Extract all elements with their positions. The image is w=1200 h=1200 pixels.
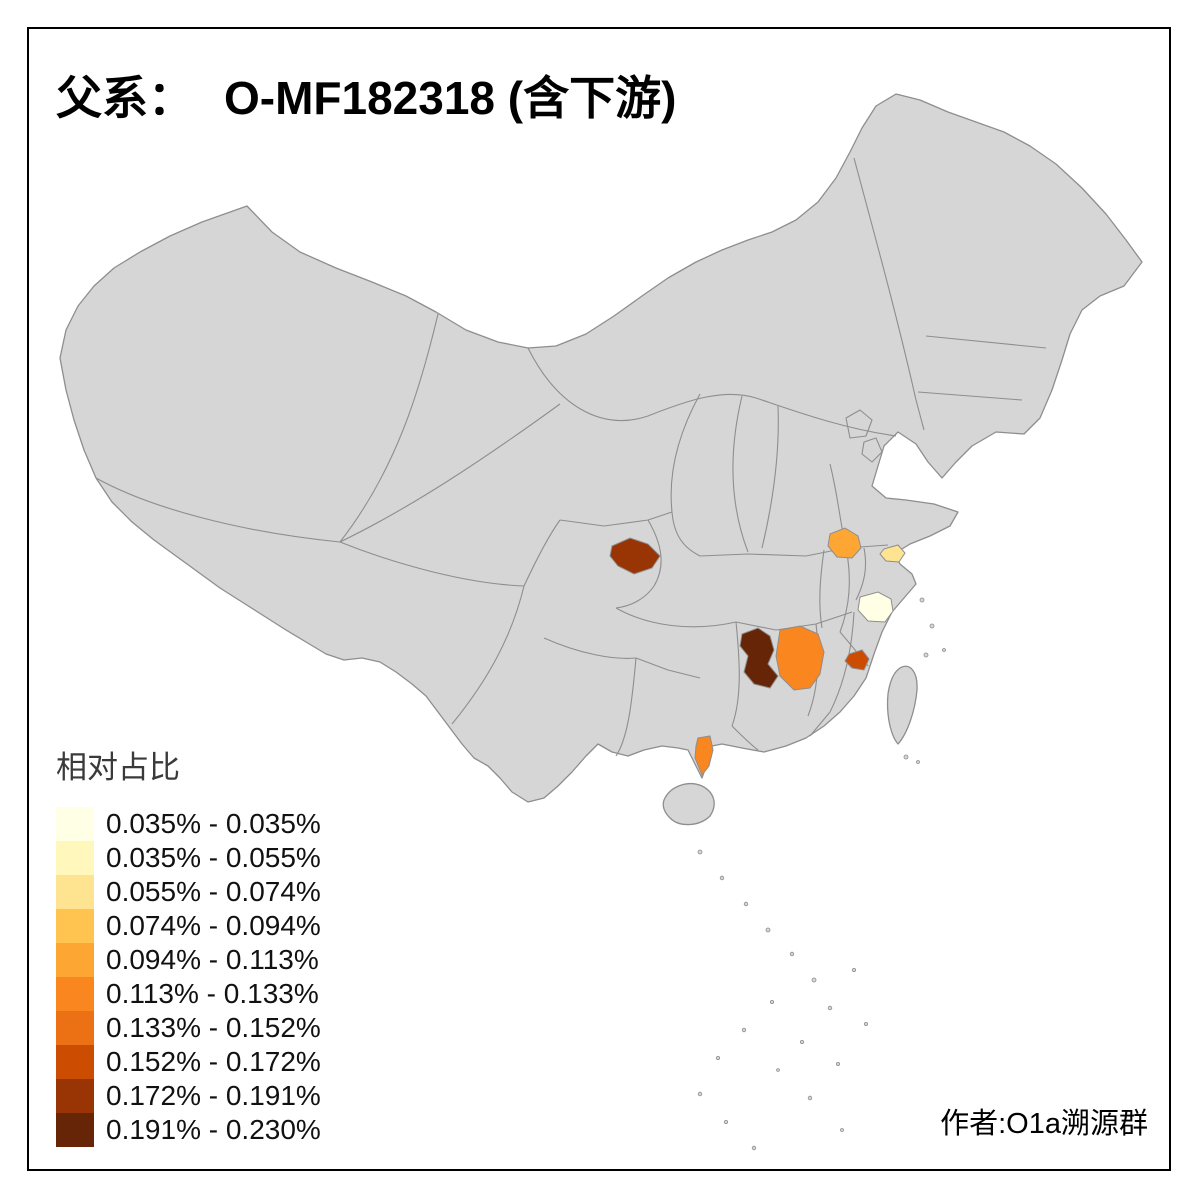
legend-label: 0.094% - 0.113% xyxy=(106,944,319,975)
legend-label: 0.191% - 0.230% xyxy=(106,1114,321,1145)
legend-swatch xyxy=(56,841,94,875)
province-border xyxy=(925,335,1047,349)
province-border xyxy=(339,313,439,543)
legend-row: 0.074% - 0.094% xyxy=(56,909,321,943)
legend-row: 0.035% - 0.055% xyxy=(56,841,321,875)
legend-row: 0.172% - 0.191% xyxy=(56,1079,321,1113)
legend-swatch xyxy=(56,1045,94,1079)
legend-swatch xyxy=(56,977,94,1011)
province-border xyxy=(543,637,637,659)
province-border xyxy=(451,585,525,725)
province-border xyxy=(861,437,883,463)
legend-swatch xyxy=(56,1079,94,1113)
region-hunan-central xyxy=(775,625,825,691)
legend-title: 相对占比 xyxy=(56,750,180,785)
legend-swatch xyxy=(56,943,94,977)
province-border xyxy=(339,541,525,587)
province-borders xyxy=(95,157,1047,757)
legend-label: 0.113% - 0.133% xyxy=(106,978,319,1009)
province-border xyxy=(853,157,925,431)
legend-swatch xyxy=(56,1113,94,1147)
island-dots xyxy=(697,597,946,1151)
attribution: 作者:O1a溯源群 xyxy=(940,1108,1148,1140)
legend-label: 0.055% - 0.074% xyxy=(106,876,321,907)
province-border xyxy=(855,547,867,601)
province-border xyxy=(761,405,779,549)
legend-swatch xyxy=(56,1011,94,1045)
province-border xyxy=(615,657,637,757)
province-border xyxy=(732,395,749,553)
map-title: 父系： O-MF182318 (含下游) xyxy=(56,62,676,128)
legend-row: 0.055% - 0.074% xyxy=(56,875,321,909)
region-guizhou-east xyxy=(739,627,779,689)
legend-swatch xyxy=(56,875,94,909)
legend-swatch xyxy=(56,807,94,841)
province-border xyxy=(670,393,701,557)
province-border xyxy=(339,403,561,543)
legend-label: 0.035% - 0.055% xyxy=(106,842,321,873)
province-border xyxy=(809,711,831,737)
highlight-regions xyxy=(609,527,906,776)
taiwan-island xyxy=(886,665,918,745)
province-border xyxy=(527,347,897,437)
legend-label: 0.035% - 0.035% xyxy=(106,808,321,839)
legend-row: 0.094% - 0.113% xyxy=(56,943,321,977)
islands xyxy=(662,597,946,1151)
province-border xyxy=(615,607,737,628)
region-zhejiang-north xyxy=(857,591,894,623)
region-leizhou-peninsula xyxy=(694,735,714,776)
province-border xyxy=(523,519,561,587)
province-border xyxy=(829,611,855,713)
region-chongqing xyxy=(609,537,661,575)
province-border xyxy=(95,477,341,543)
map-title-prefix: 父系： xyxy=(56,72,194,124)
legend-row: 0.152% - 0.172% xyxy=(56,1045,321,1079)
province-border xyxy=(819,549,825,629)
legend-label: 0.152% - 0.172% xyxy=(106,1046,321,1077)
province-border xyxy=(731,621,740,727)
legend-row: 0.133% - 0.152% xyxy=(56,1011,321,1045)
map-title-main: O-MF182318 (含下游) xyxy=(224,72,677,124)
legend-row: 0.035% - 0.035% xyxy=(56,807,321,841)
legend-label: 0.133% - 0.152% xyxy=(106,1012,321,1043)
hainan-island xyxy=(662,783,715,826)
province-border xyxy=(635,657,701,679)
china-mainland xyxy=(59,93,1143,803)
legend-label: 0.172% - 0.191% xyxy=(106,1080,321,1111)
legend-row: 0.113% - 0.133% xyxy=(56,977,321,1011)
region-fujian-coast xyxy=(844,649,870,671)
legend-swatch xyxy=(56,909,94,943)
region-anhui-south xyxy=(827,527,862,559)
legend-label: 0.074% - 0.094% xyxy=(106,910,321,941)
legend-row: 0.191% - 0.230% xyxy=(56,1113,321,1147)
province-border xyxy=(917,391,1023,401)
province-border xyxy=(845,409,873,439)
legend: 相对占比 0.035% - 0.035% 0.035% - 0.055% 0.0… xyxy=(56,742,321,1147)
region-shanghai xyxy=(879,544,906,563)
province-border xyxy=(731,725,759,751)
province-border xyxy=(615,519,662,609)
province-border xyxy=(559,511,673,527)
